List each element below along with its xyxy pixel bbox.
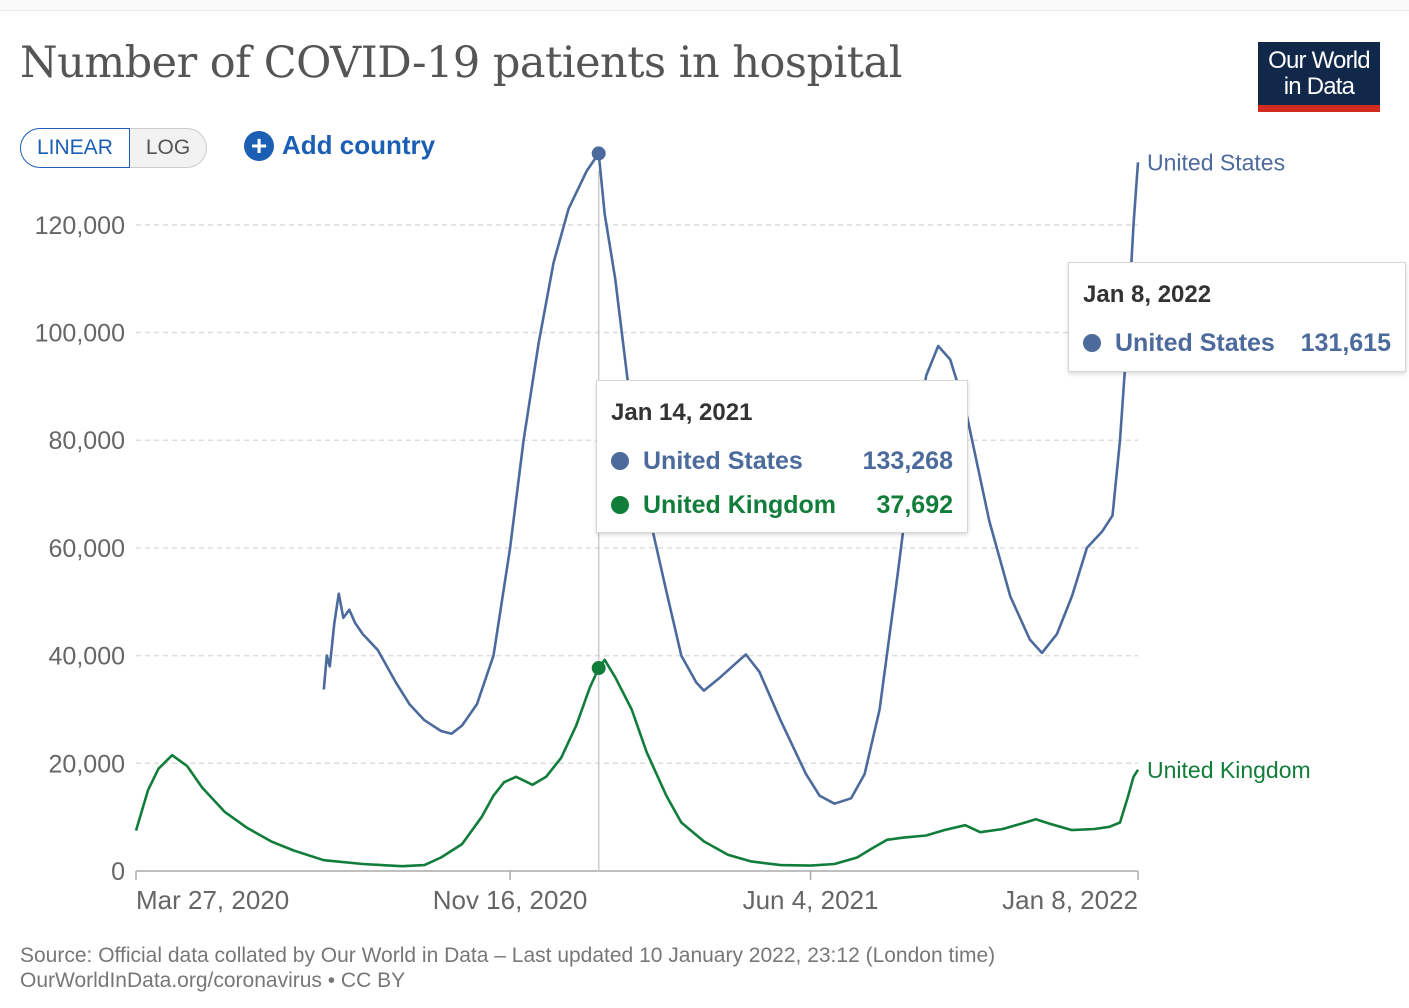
y-tick-label: 80,000	[49, 427, 125, 455]
us-dot-icon	[611, 452, 629, 470]
x-tick-label: Jan 8, 2022	[1002, 885, 1138, 915]
x-tick-label: Mar 27, 2020	[136, 885, 289, 915]
tooltip-end: Jan 8, 2022 United States 131,615	[1068, 262, 1406, 372]
x-tick-label: Jun 4, 2021	[743, 885, 879, 915]
y-tick-label: 120,000	[35, 212, 125, 240]
tooltip-main-row-uk: United Kingdom 37,692	[611, 483, 953, 527]
y-tick-label: 100,000	[35, 320, 125, 348]
linear-button[interactable]: LINEAR	[20, 128, 130, 168]
top-border	[0, 0, 1409, 11]
tooltip-main-us-value: 133,268	[862, 446, 953, 475]
logo-line-1: Our World	[1268, 46, 1371, 74]
series-lines[interactable]	[134, 152, 1140, 868]
tooltip-main-uk-value: 37,692	[876, 490, 953, 519]
tooltip-end-row-us: United States 131,615	[1083, 321, 1391, 365]
owid-logo[interactable]: Our World in Data	[1258, 42, 1380, 112]
tooltip-end-us-name: United States	[1115, 328, 1275, 357]
x-axis: Mar 27, 2020 Nov 16, 2020 Jun 4, 2021 Jan 8…	[135, 870, 1139, 915]
us-dot-icon	[1083, 334, 1101, 352]
scale-toggle: LINEAR LOG	[20, 128, 208, 168]
uk-dot-icon	[611, 496, 629, 514]
tooltip-main-us-name: United States	[643, 446, 803, 475]
chart-title: Number of COVID-19 patients in hospital	[20, 38, 902, 88]
chart-svg[interactable]: 020,00040,00060,00080,000100,000120,000 …	[0, 0, 1409, 940]
log-button[interactable]: LOG	[129, 128, 208, 168]
tooltip-main: Jan 14, 2021 United States 133,268 Unite…	[596, 380, 968, 533]
y-tick-label: 60,000	[49, 535, 125, 563]
tooltip-main-uk-name: United Kingdom	[643, 490, 837, 519]
hover-markers	[591, 146, 606, 676]
tooltip-main-date: Jan 14, 2021	[611, 399, 753, 426]
x-tick-label: Nov 16, 2020	[433, 885, 588, 915]
series-line-0[interactable]	[322, 152, 1140, 805]
y-tick-label: 0	[111, 858, 125, 886]
footer-link[interactable]: OurWorldInData.org/coronavirus • CC BY	[20, 969, 406, 992]
tooltip-end-us-value: 131,615	[1300, 328, 1391, 357]
plus-icon: +	[244, 130, 274, 161]
y-tick-label: 40,000	[49, 643, 125, 671]
line-label[interactable]: United Kingdom	[1147, 757, 1311, 783]
footer: Source: Official data collated by Our Wo…	[20, 943, 995, 993]
tooltip-main-row-us: United States 133,268	[611, 439, 953, 483]
y-tick-labels: 0 20,000 40,000 60,000 80,000 100,000 120,000	[35, 212, 125, 886]
source-note: Source: Official data collated by Our Wo…	[20, 944, 996, 967]
add-country-button[interactable]: + Add country	[244, 130, 435, 161]
add-country-label: Add country	[282, 130, 436, 160]
hover-marker	[591, 146, 606, 161]
grid-lines	[136, 224, 1138, 765]
tooltip-end-date: Jan 8, 2022	[1083, 281, 1212, 308]
line-label[interactable]: United States	[1147, 149, 1285, 175]
logo-line-2: in Data	[1283, 72, 1355, 100]
line-labels[interactable]: United States United Kingdom	[1147, 149, 1311, 782]
y-tick-label: 20,000	[49, 750, 125, 778]
hover-marker	[591, 661, 606, 676]
series-line-1[interactable]	[134, 658, 1140, 868]
